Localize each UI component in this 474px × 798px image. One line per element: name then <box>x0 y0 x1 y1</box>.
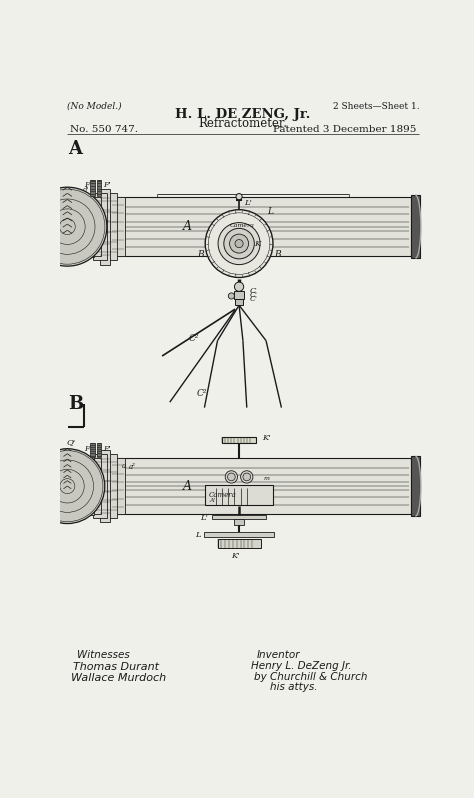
Text: D²: D² <box>74 494 84 502</box>
Circle shape <box>224 228 255 259</box>
Text: a: a <box>122 461 126 469</box>
Circle shape <box>228 293 235 299</box>
Text: Witnesses: Witnesses <box>77 650 130 660</box>
Circle shape <box>205 210 273 278</box>
Bar <box>91 180 95 196</box>
Text: D': D' <box>70 227 79 235</box>
Text: L: L <box>195 531 201 539</box>
Circle shape <box>243 473 251 480</box>
Text: Patented 3 December 1895: Patented 3 December 1895 <box>273 125 416 134</box>
Text: D': D' <box>70 486 79 494</box>
Text: a²: a² <box>129 463 136 471</box>
Text: A: A <box>68 140 82 159</box>
Text: D: D <box>77 243 84 251</box>
Circle shape <box>236 194 242 200</box>
Text: C²: C² <box>197 389 207 398</box>
Text: C: C <box>250 286 256 295</box>
Bar <box>204 532 273 537</box>
Bar <box>234 291 245 299</box>
Bar <box>84 197 101 256</box>
Circle shape <box>235 239 243 247</box>
Text: L': L' <box>244 199 252 207</box>
Text: C²: C² <box>189 334 200 342</box>
Bar <box>111 458 125 514</box>
Bar <box>118 197 411 256</box>
Text: K: K <box>255 239 261 247</box>
Bar <box>93 454 107 518</box>
Circle shape <box>225 471 237 483</box>
Text: by Churchill & Church: by Churchill & Church <box>255 672 368 681</box>
Circle shape <box>228 473 235 480</box>
Text: H. L. DE ZENG, Jr.: H. L. DE ZENG, Jr. <box>175 108 310 121</box>
Bar <box>235 519 244 525</box>
Text: Henry L. DeZeng Jr.: Henry L. DeZeng Jr. <box>251 661 352 671</box>
Text: F: F <box>84 444 89 452</box>
Text: K': K' <box>231 551 239 559</box>
Text: F': F' <box>103 444 110 452</box>
Text: Refractometer.: Refractometer. <box>199 117 287 129</box>
Text: B: B <box>197 251 204 259</box>
Text: A: A <box>183 480 192 492</box>
Bar <box>97 443 101 457</box>
Circle shape <box>218 223 260 265</box>
Text: Camera: Camera <box>208 492 236 500</box>
Bar <box>205 484 273 504</box>
Bar <box>105 454 118 518</box>
Text: Inventor: Inventor <box>257 650 301 660</box>
Circle shape <box>241 471 253 483</box>
Circle shape <box>229 234 248 253</box>
Text: m: m <box>264 476 270 481</box>
Text: A: A <box>183 220 192 233</box>
Bar <box>235 299 243 305</box>
Bar <box>84 458 101 514</box>
Text: his attys.: his attys. <box>270 682 318 693</box>
Text: Wallace Murdoch: Wallace Murdoch <box>71 674 166 683</box>
Text: B: B <box>274 251 281 259</box>
Text: F': F' <box>103 181 110 189</box>
Circle shape <box>30 448 105 523</box>
Text: A': A' <box>209 497 215 503</box>
Bar <box>100 188 110 265</box>
Text: Thomas Durant: Thomas Durant <box>73 662 159 672</box>
Bar <box>118 458 411 514</box>
Text: C': C' <box>250 290 258 298</box>
Text: L': L' <box>201 514 208 522</box>
Bar <box>105 193 118 260</box>
Text: F: F <box>84 181 89 189</box>
Bar <box>93 193 107 260</box>
Text: B: B <box>68 394 83 413</box>
Bar <box>91 443 95 457</box>
Bar <box>411 195 420 259</box>
Text: No. 550 747.: No. 550 747. <box>70 125 137 134</box>
Text: G': G' <box>66 516 75 523</box>
Bar <box>218 539 261 547</box>
Text: 2 Sheets—Sheet 1.: 2 Sheets—Sheet 1. <box>333 102 419 111</box>
Text: L: L <box>267 207 273 216</box>
Text: Q': Q' <box>66 438 76 446</box>
Text: D¹: D¹ <box>74 234 84 243</box>
Circle shape <box>28 188 107 267</box>
Bar <box>111 197 125 256</box>
Bar <box>100 450 110 522</box>
Bar <box>411 456 420 516</box>
Text: d': d' <box>82 186 89 194</box>
Text: K': K' <box>262 434 271 442</box>
Text: G': G' <box>66 258 75 266</box>
Text: Camera: Camera <box>230 223 255 228</box>
Bar <box>74 457 94 516</box>
Text: (No Model.): (No Model.) <box>66 102 121 111</box>
Bar <box>212 516 266 519</box>
Bar <box>97 180 101 196</box>
Bar <box>222 437 256 443</box>
Circle shape <box>235 282 244 291</box>
Text: C': C' <box>250 294 258 302</box>
Bar <box>74 196 94 258</box>
Text: D: D <box>77 502 84 510</box>
